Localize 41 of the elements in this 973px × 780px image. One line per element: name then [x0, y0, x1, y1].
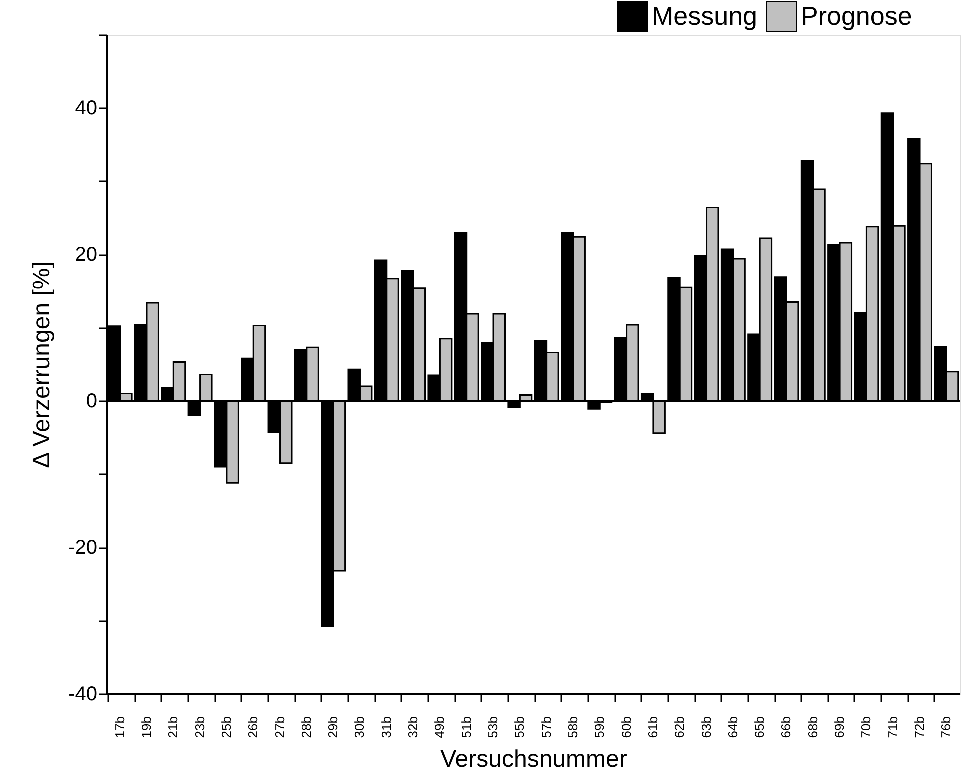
x-tick-label: 53b	[486, 716, 501, 738]
x-tick-label: 72b	[912, 716, 928, 738]
x-tick-label: 70b	[858, 716, 874, 738]
x-tick-label: 51b	[458, 716, 474, 738]
legend-label: Prognose	[801, 0, 912, 31]
x-axis-title: Versuchsnummer	[440, 746, 628, 774]
y-axis-title: Δ Verzerrungen [%]	[28, 262, 56, 468]
x-tick-label: 29b	[326, 716, 341, 738]
x-tick-label: 23b	[192, 716, 208, 738]
y-tick-label: 40	[75, 98, 98, 120]
x-tick-label: 62b	[672, 716, 688, 738]
x-tick-label: 25b	[218, 716, 234, 738]
x-tick-label: 69b	[832, 716, 848, 738]
x-tick-label: 55b	[512, 716, 528, 738]
x-tick-label: 26b	[246, 716, 261, 738]
x-tick-label: 49b	[432, 716, 448, 738]
y-tick-label: -20	[68, 537, 98, 560]
x-tick-label: 31b	[378, 716, 394, 738]
x-tick-label: 65b	[752, 716, 768, 738]
y-tick-label: -40	[68, 684, 98, 706]
x-tick-label: 68b	[805, 716, 820, 738]
y-tick-label: 0	[86, 390, 98, 413]
x-tick-label: 64b	[725, 716, 740, 738]
x-tick-label: 19b	[138, 716, 154, 738]
x-tick-label: 28b	[298, 716, 314, 738]
x-tick-label: 27b	[272, 716, 288, 738]
x-tick-label: 60b	[618, 716, 634, 738]
legend-label: Messung	[652, 0, 758, 31]
x-tick-label: 59b	[592, 716, 608, 738]
x-tick-label: 17b	[112, 716, 128, 738]
x-tick-label: 71b	[885, 716, 900, 738]
x-tick-label: 58b	[565, 716, 580, 738]
x-tick-label: 66b	[778, 716, 794, 738]
x-tick-label: 57b	[538, 716, 554, 738]
x-tick-label: 76b	[938, 716, 954, 738]
x-tick-label: 21b	[166, 716, 181, 738]
x-tick-label: 61b	[645, 716, 660, 738]
y-tick-label: 20	[75, 244, 98, 266]
x-tick-label: 30b	[352, 716, 368, 738]
x-tick-label: 32b	[406, 716, 421, 738]
x-tick-label: 63b	[698, 716, 714, 738]
